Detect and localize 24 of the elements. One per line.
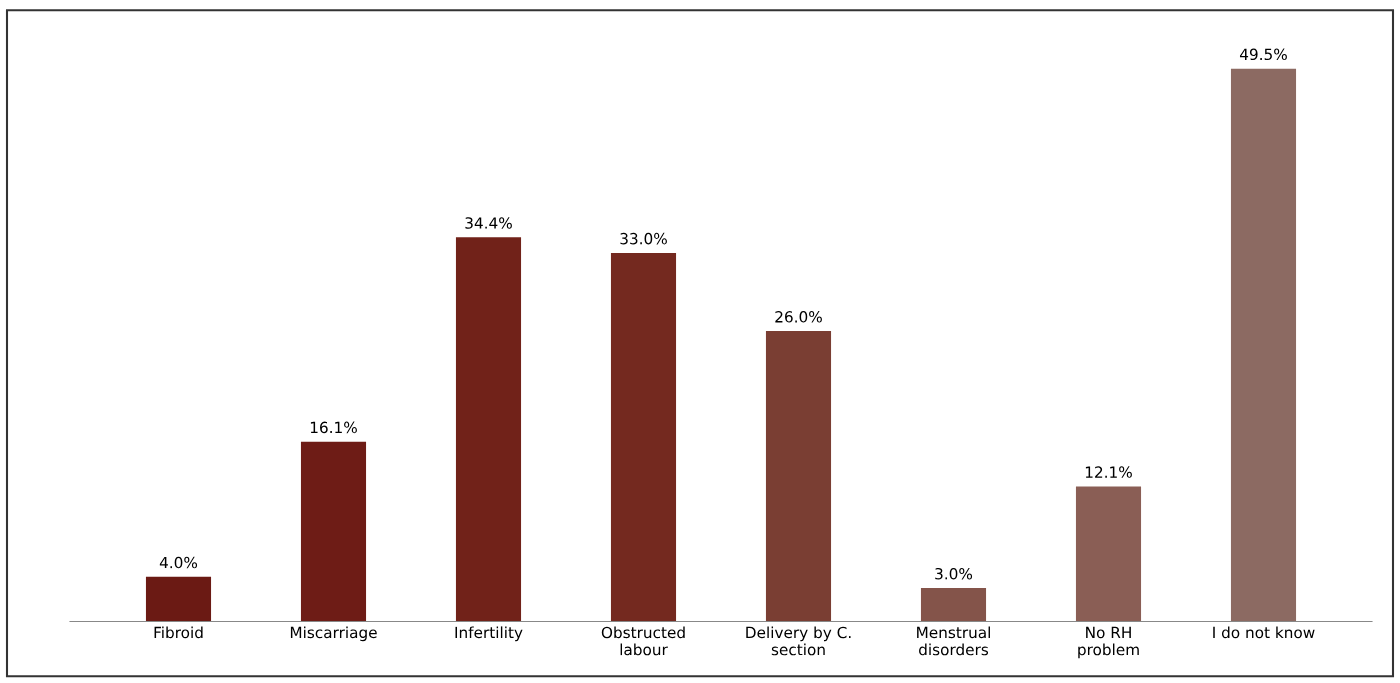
x-tick-label: Infertility bbox=[455, 626, 523, 642]
data-label: 33.0% bbox=[620, 232, 667, 245]
data-label: 3.0% bbox=[935, 567, 973, 580]
data-label: 49.5% bbox=[1239, 48, 1287, 61]
bar bbox=[1230, 68, 1297, 622]
data-label: 4.0% bbox=[159, 556, 198, 569]
bar bbox=[1075, 486, 1142, 622]
data-label: 16.1% bbox=[310, 421, 357, 434]
data-label: 12.1% bbox=[1085, 466, 1132, 478]
x-tick-label: Menstrual disorders bbox=[917, 626, 990, 656]
bar bbox=[765, 331, 832, 622]
data-label: 26.0% bbox=[775, 311, 822, 323]
x-tick-label: No RH problem bbox=[1078, 626, 1139, 659]
x-tick-label: Miscarriage bbox=[290, 626, 377, 642]
bar bbox=[610, 252, 677, 622]
x-tick-label: Fibroid bbox=[154, 626, 203, 639]
x-tick-label: Delivery by C. section bbox=[746, 626, 851, 656]
x-tick-label: I do not know bbox=[1213, 626, 1315, 639]
bar bbox=[145, 576, 212, 622]
bar bbox=[455, 237, 522, 622]
bar bbox=[920, 588, 987, 622]
bar bbox=[300, 441, 367, 622]
x-tick-label: Obstructed labour bbox=[601, 626, 685, 656]
data-label: 34.4% bbox=[465, 217, 512, 229]
